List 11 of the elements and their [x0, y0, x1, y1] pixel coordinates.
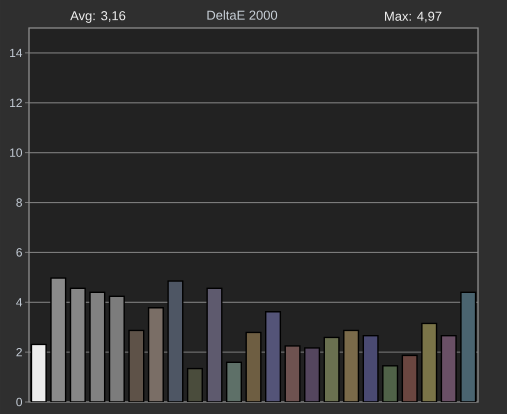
y-tick-label: 10	[10, 148, 22, 157]
chart-title: DeltaE 2000	[207, 10, 278, 20]
y-tick-label: 12	[10, 98, 22, 107]
y-tick-label: 2	[16, 348, 22, 356]
text: Avg: 3,16	[70, 11, 126, 23]
y-tick-label: 4	[16, 298, 22, 306]
y-tick-label: 8	[16, 198, 22, 207]
y-tick-label: 0	[16, 398, 22, 406]
y-tick-label: 14	[10, 48, 22, 58]
y-tick-label: 6	[16, 248, 22, 257]
text: Max: 4,97	[385, 12, 442, 22]
